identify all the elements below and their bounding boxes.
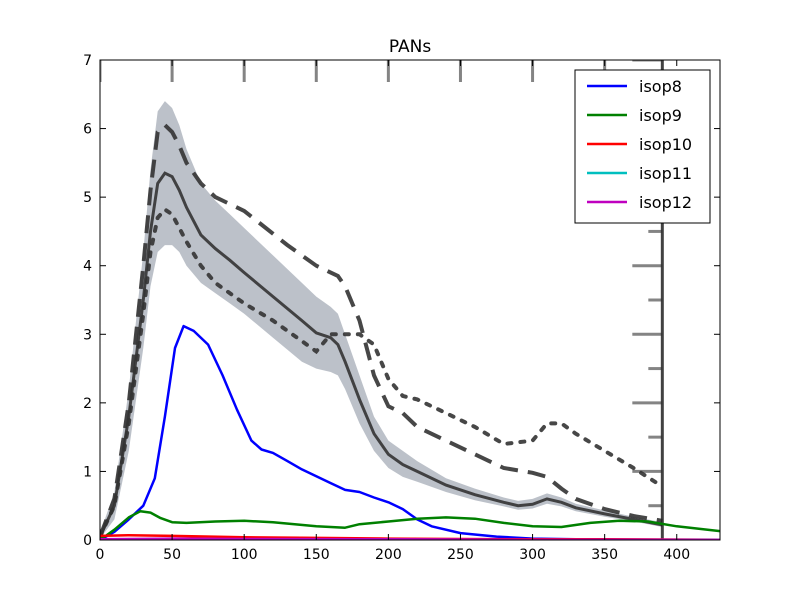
x-tick-label: 100 [231, 547, 258, 563]
series-line-isop8 [100, 324, 720, 540]
x-tick-label: 150 [303, 547, 330, 563]
y-tick-label: 0 [83, 533, 92, 549]
series-line-isop9 [100, 509, 720, 540]
chart-title: PANs [389, 37, 432, 57]
y-tick-label: 1 [83, 464, 92, 480]
y-tick-label: 6 [83, 122, 92, 138]
axes-frame [99, 59, 721, 541]
x-tick-label: 250 [447, 547, 474, 563]
x-tick-label: 350 [591, 547, 618, 563]
overlay-dashed-line [100, 122, 663, 538]
axes: 0 50 100 150 200 250 300 350 400 0 1 2 3 4 5 6 7 [83, 53, 721, 563]
legend: isop8 isop9 isop10 isop11 isop12 [574, 69, 711, 224]
y-tick-label: 5 [83, 190, 92, 206]
x-tick-label: 200 [375, 547, 402, 563]
overlay-mean-line [100, 171, 663, 538]
legend-label-isop10: isop10 [639, 135, 692, 154]
x-tick-label: 400 [663, 547, 690, 563]
y-tick-label: 7 [83, 53, 92, 69]
legend-label-isop12: isop12 [639, 193, 692, 212]
y-tick-label: 2 [83, 396, 92, 412]
x-tick-label: 300 [519, 547, 546, 563]
legend-label-isop8: isop8 [639, 77, 682, 96]
legend-box [574, 69, 711, 224]
y-tick-label: 4 [83, 259, 92, 275]
legend-label-isop9: isop9 [639, 106, 682, 125]
x-tick-label: 0 [96, 547, 105, 563]
y-tick-label: 3 [83, 327, 92, 343]
overlay-dotted-line [100, 206, 665, 539]
legend-label-isop11: isop11 [639, 164, 692, 183]
x-tick-label: 50 [163, 547, 181, 563]
